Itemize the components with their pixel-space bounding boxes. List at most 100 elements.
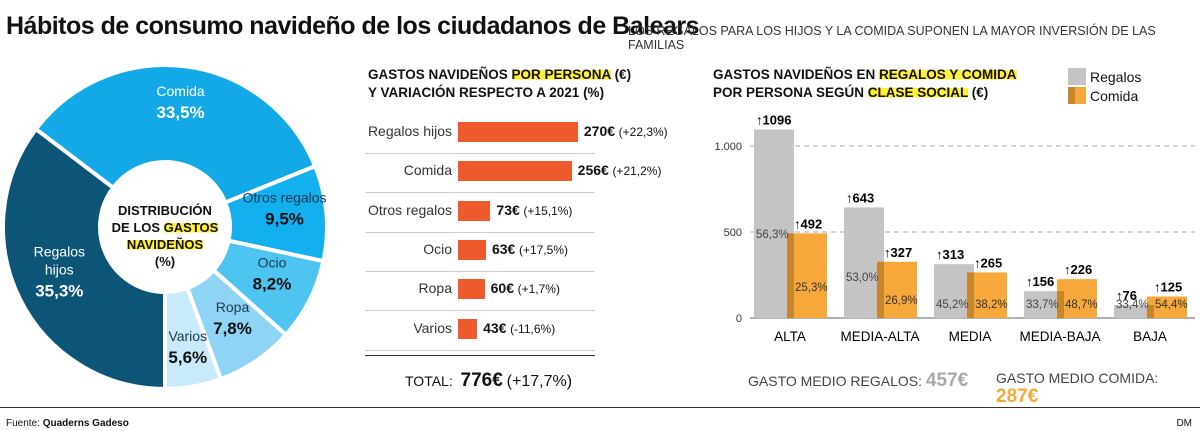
value-label-comida: ↑265 xyxy=(974,255,1002,270)
pct-regalos: 56,3% xyxy=(756,229,789,241)
pct-regalos: 45,2% xyxy=(936,299,969,311)
y-tick-label: 1.000 xyxy=(714,141,742,153)
bar-overlap xyxy=(1057,291,1064,318)
title-highlight: POR PERSONA xyxy=(511,67,611,82)
pct-comida: 54,4% xyxy=(1155,299,1188,311)
source: Fuente: Quaderns Gadeso xyxy=(6,418,129,429)
donut-title-unit: (%) xyxy=(154,254,176,269)
title-part: GASTOS NAVIDEÑOS xyxy=(368,67,512,82)
pct-comida: 38,2% xyxy=(975,299,1008,311)
pct-regalos: 53,0% xyxy=(846,272,879,284)
slice-label: Comida xyxy=(156,83,204,99)
bar-category: Otros regalos xyxy=(367,201,452,218)
bar xyxy=(458,122,578,142)
value-label-regalos: ↑313 xyxy=(936,247,964,262)
donut-center-label: DISTRIBUCIÓN DE LOS GASTOS NAVIDEÑOS (%) xyxy=(100,202,230,270)
value-label-comida: ↑327 xyxy=(884,245,912,260)
avg-comida: GASTO MEDIO COMIDA: 287€ xyxy=(996,370,1200,408)
legend: Regalos Comida xyxy=(1068,68,1141,106)
slice-value: 5,6% xyxy=(168,348,207,367)
slice-label: Varios xyxy=(168,328,207,344)
x-category-label: MEDIA xyxy=(949,329,992,344)
bar-value: 270€ (+22,3%) xyxy=(583,123,668,139)
title-part: POR PERSONA SEGÚN xyxy=(713,85,868,100)
total-variation: (+17,7%) xyxy=(506,373,573,390)
slice-label: Regalos xyxy=(34,243,85,259)
donut-chart: Regalos hijos 35,3% Comida 33,5% Otros regalo… xyxy=(1,63,329,392)
bar-row: Ropa 60€ (+1,7%) xyxy=(365,271,595,312)
legend-label: Regalos xyxy=(1090,69,1142,85)
donut-slice-comida xyxy=(33,63,318,206)
total: TOTAL: 776€ (+17,7%) xyxy=(405,370,572,392)
pct-regalos: 33,4% xyxy=(1116,299,1149,311)
legend-label: Comida xyxy=(1090,88,1139,104)
avg-regalos-label: GASTO MEDIO REGALOS: xyxy=(748,373,923,389)
x-category-label: ALTA xyxy=(774,329,806,344)
title-part: Y VARIACIÓN RESPECTO A 2021 (%) xyxy=(368,85,605,100)
title-part: (€) xyxy=(968,85,989,100)
page-subtitle: LOS REGALOS PARA LOS HIJOS Y LA COMIDA S… xyxy=(628,24,1156,52)
bar-value: 43€ (-11,6%) xyxy=(483,319,556,336)
x-category-label: BAJA xyxy=(1133,329,1167,344)
total-label: TOTAL: xyxy=(405,373,453,389)
bar-overlap xyxy=(787,233,794,318)
bar-category: Comida xyxy=(403,162,452,179)
bar-category: Ocio xyxy=(423,240,452,257)
bar-row: Regalos hijos 270€ (+22,3%) xyxy=(365,114,668,154)
avg-regalos-value: 457€ xyxy=(925,370,969,391)
legend-item-comida: Comida xyxy=(1068,87,1141,106)
value-label-regalos: ↑1096 xyxy=(756,112,791,127)
bar-category: Regalos hijos xyxy=(367,123,452,139)
pct-comida: 26,9% xyxy=(885,295,918,307)
slice-value: 9,5% xyxy=(265,210,304,229)
value-label-comida: ↑125 xyxy=(1154,280,1182,295)
slice-value: 7,8% xyxy=(213,319,252,338)
pct-comida: 48,7% xyxy=(1065,299,1098,311)
bar-regalos xyxy=(1114,304,1154,318)
slice-value: 35,3% xyxy=(35,281,83,300)
divider xyxy=(365,355,595,356)
bar-overlap xyxy=(967,272,974,318)
avg-comida-value: 287€ xyxy=(996,386,1039,407)
bar-value: 73€ (+15,1%) xyxy=(496,201,573,218)
footer-divider xyxy=(0,407,1200,408)
page-title: Hábitos de consumo navideño de los ciuda… xyxy=(6,12,700,40)
bar-category: Varios xyxy=(413,319,452,336)
title-highlight: CLASE SOCIAL xyxy=(867,85,969,100)
total-value: 776€ xyxy=(460,370,503,391)
x-category-label: MEDIA-BAJA xyxy=(1019,329,1100,344)
bar xyxy=(458,161,572,182)
bar xyxy=(458,279,485,300)
donut-title-highlight2: NAVIDEÑOS xyxy=(126,237,204,252)
pct-comida: 25,3% xyxy=(795,282,828,294)
title-highlight: REGALOS Y COMIDA xyxy=(879,67,1017,82)
slice-label: Otros regalos xyxy=(243,190,327,206)
class-chart-title: GASTOS NAVIDEÑOS EN REGALOS Y COMIDA POR… xyxy=(713,66,1017,102)
bar-value: 256€ (+21,2%) xyxy=(577,162,662,179)
value-label-regalos: ↑156 xyxy=(1026,274,1054,289)
bar-chart-title: GASTOS NAVIDEÑOS POR PERSONA (€) Y VARIA… xyxy=(368,66,631,102)
value-label-comida: ↑226 xyxy=(1064,262,1092,277)
pct-regalos: 33,7% xyxy=(1026,299,1059,311)
donut-slice-regalos-hijos xyxy=(1,126,167,392)
bar xyxy=(458,200,491,221)
bar-category: Ropa xyxy=(418,280,452,297)
source-label: Fuente: xyxy=(6,418,43,429)
x-category-label: MEDIA-ALTA xyxy=(840,329,919,344)
bar xyxy=(458,318,478,339)
bar-row: Varios 43€ (-11,6%) xyxy=(365,311,595,351)
donut-title-line1: DISTRIBUCIÓN xyxy=(118,203,212,218)
source-name: Quaderns Gadeso xyxy=(42,418,129,429)
bar-comida xyxy=(1147,296,1187,318)
donut-title-line2: DE LOS xyxy=(111,220,164,235)
value-label-regalos: ↑643 xyxy=(846,190,874,205)
class-bar-chart: 0 500 1.000 ↑1096 ↑492 56,3% 25,3% ALTA ↑643 ↑327… xyxy=(714,112,1195,344)
legend-item-regalos: Regalos xyxy=(1068,68,1141,87)
bar-row: Ocio 63€ (+17,5%) xyxy=(365,232,595,272)
bar-row: Comida 256€ (+21,2%) xyxy=(365,153,661,194)
y-tick-label: 500 xyxy=(724,227,742,239)
bar-row: Otros regalos 73€ (+15,1%) xyxy=(365,193,595,233)
slice-label: Ocio xyxy=(258,254,287,270)
slice-value: 8,2% xyxy=(253,274,292,293)
slice-value: 33,5% xyxy=(156,103,204,122)
